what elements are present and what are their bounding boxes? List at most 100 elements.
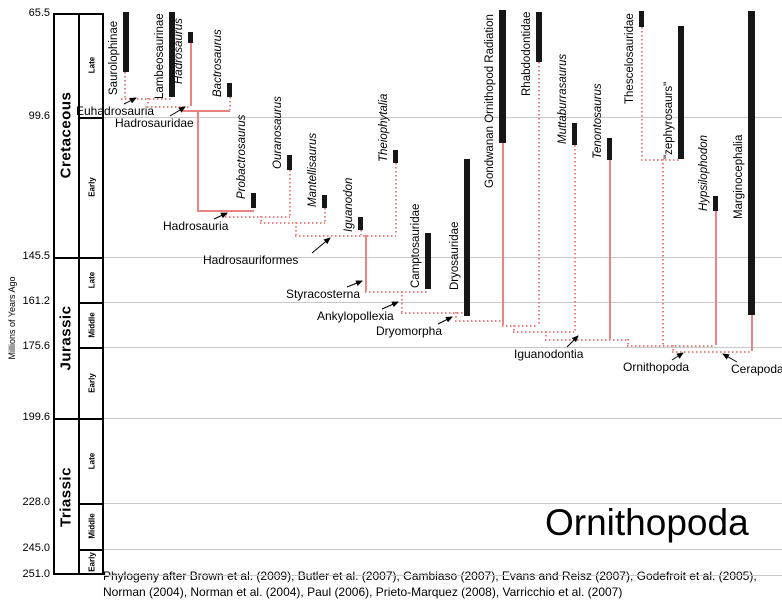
clade-label: Ankylopollexia bbox=[317, 309, 394, 323]
taxon-label: Saurolophinae bbox=[108, 20, 120, 95]
clade-arrow bbox=[311, 237, 331, 254]
diagram-title: Ornithopoda bbox=[545, 502, 749, 543]
period-label-text: Triassic bbox=[57, 466, 74, 527]
epoch-label-text: Late bbox=[87, 56, 97, 74]
axis-tick-label: 99.6 bbox=[28, 110, 50, 122]
taxon-bar bbox=[251, 193, 256, 208]
tree-edge bbox=[574, 145, 576, 331]
taxon-label: Bactrosaurus bbox=[212, 29, 224, 97]
tree-edge bbox=[538, 62, 540, 325]
axis-tick-label: 175.6 bbox=[22, 340, 50, 352]
grid-line bbox=[104, 549, 782, 550]
caption-line2: Norman (2004), Norman et al. (2004), Pau… bbox=[103, 584, 623, 599]
clade-arrow bbox=[437, 316, 453, 325]
axis-tick-label: 251.0 bbox=[22, 568, 50, 580]
taxon-label: Probactrosaurus bbox=[236, 114, 248, 199]
tree-edge bbox=[147, 106, 191, 108]
tree-edge bbox=[289, 170, 291, 216]
taxon-label: Marginocephalia bbox=[733, 134, 745, 219]
epoch-label-text: Middle bbox=[87, 513, 97, 539]
taxon-label: Mantellisaurus bbox=[307, 132, 319, 207]
grid-line bbox=[104, 117, 782, 118]
tree-edge bbox=[672, 345, 674, 351]
period-boundary bbox=[53, 257, 104, 259]
clade-arrow bbox=[381, 301, 399, 310]
grid-line bbox=[104, 347, 782, 348]
clade-label: Ornithopoda bbox=[623, 360, 690, 374]
period-label-text: Cretaceous bbox=[57, 91, 74, 179]
taxon-label: Muttaburrasaurus bbox=[557, 53, 569, 144]
taxon-label: Iguanodon bbox=[343, 177, 355, 232]
clade-label: Styracosterna bbox=[286, 287, 361, 301]
clade-arrow bbox=[671, 352, 684, 361]
period-label-text: Jurassic bbox=[57, 305, 74, 370]
tree-edge bbox=[295, 235, 396, 237]
taxon-bar bbox=[748, 11, 755, 315]
clade-label: Hadrosauria bbox=[163, 219, 229, 233]
tree-edge bbox=[502, 325, 538, 327]
epoch-label-text: Early bbox=[87, 177, 97, 197]
taxon-bar bbox=[393, 150, 398, 163]
epoch-boundary bbox=[78, 347, 104, 349]
grid-line bbox=[104, 575, 782, 576]
caption-line1: Phylogeny after Brown et al. (2009), But… bbox=[103, 569, 757, 583]
tree-edge bbox=[260, 216, 262, 222]
axis-tick-label: 245.0 bbox=[22, 542, 50, 554]
taxon-label: Ouranosaurus bbox=[272, 96, 284, 169]
clade-arrow bbox=[566, 335, 579, 348]
tree-edge bbox=[225, 216, 290, 218]
tree-edge bbox=[260, 222, 325, 224]
clade-label: Dryomorpha bbox=[376, 324, 443, 338]
axis-tick-label: 145.5 bbox=[22, 250, 50, 262]
taxon-bar bbox=[287, 155, 292, 170]
taxon-label: "zephyrosaurs" bbox=[663, 81, 675, 159]
tree-edge bbox=[365, 291, 428, 293]
clade-label: Hadrosauriformes bbox=[203, 253, 299, 267]
tree-edge bbox=[401, 312, 466, 314]
taxon-bar bbox=[188, 32, 193, 43]
tree-edge bbox=[401, 291, 403, 312]
strip-divider bbox=[78, 13, 80, 575]
grid-line bbox=[104, 257, 782, 258]
taxon-label: Hadrosaurus bbox=[173, 18, 185, 84]
tree-edge bbox=[513, 331, 574, 333]
taxon-bar bbox=[713, 196, 718, 211]
clade-label: Hadrosauridae bbox=[115, 116, 194, 130]
tree-edge bbox=[455, 320, 502, 322]
taxon-bar bbox=[572, 123, 577, 145]
taxon-label: Theiophytalia bbox=[378, 93, 390, 162]
tree-edge bbox=[182, 110, 230, 112]
tree-edge bbox=[672, 351, 751, 353]
taxon-label: Hypsilophodon bbox=[698, 134, 710, 211]
tree-edge bbox=[609, 160, 611, 339]
taxon-label: Thescelosauridae bbox=[624, 13, 636, 104]
period-boundary bbox=[53, 418, 104, 420]
taxon-bar bbox=[358, 217, 363, 230]
epoch-label-text: Early bbox=[87, 552, 97, 572]
taxon-bar bbox=[639, 11, 644, 27]
taxon-bar bbox=[227, 83, 232, 97]
caption: Phylogeny after Brown et al. (2009), But… bbox=[103, 569, 779, 600]
tree-edge bbox=[502, 143, 504, 325]
tree-edge bbox=[513, 325, 515, 331]
tree-edge bbox=[641, 159, 680, 161]
tree-edge bbox=[545, 339, 627, 341]
tree-edge bbox=[455, 312, 457, 320]
taxon-label: Lambeosaurinae bbox=[154, 13, 166, 99]
taxon-label: Dryosauridae bbox=[449, 221, 461, 290]
taxon-bar bbox=[678, 26, 684, 159]
taxon-bar bbox=[123, 12, 129, 72]
taxon-label: Camptosauridae bbox=[410, 203, 422, 288]
tree-edge bbox=[190, 43, 192, 106]
tree-edge bbox=[365, 235, 367, 291]
taxon-bar bbox=[425, 233, 431, 289]
axis-tick-label: 65.5 bbox=[28, 7, 50, 19]
taxon-bar bbox=[322, 195, 327, 208]
tree-edge bbox=[627, 345, 715, 347]
taxon-bar bbox=[536, 12, 542, 62]
epoch-boundary bbox=[78, 549, 104, 551]
grid-line bbox=[104, 503, 782, 504]
taxon-label: Rhabdodontidae bbox=[521, 11, 533, 96]
axis-tick-label: 199.6 bbox=[22, 411, 50, 423]
